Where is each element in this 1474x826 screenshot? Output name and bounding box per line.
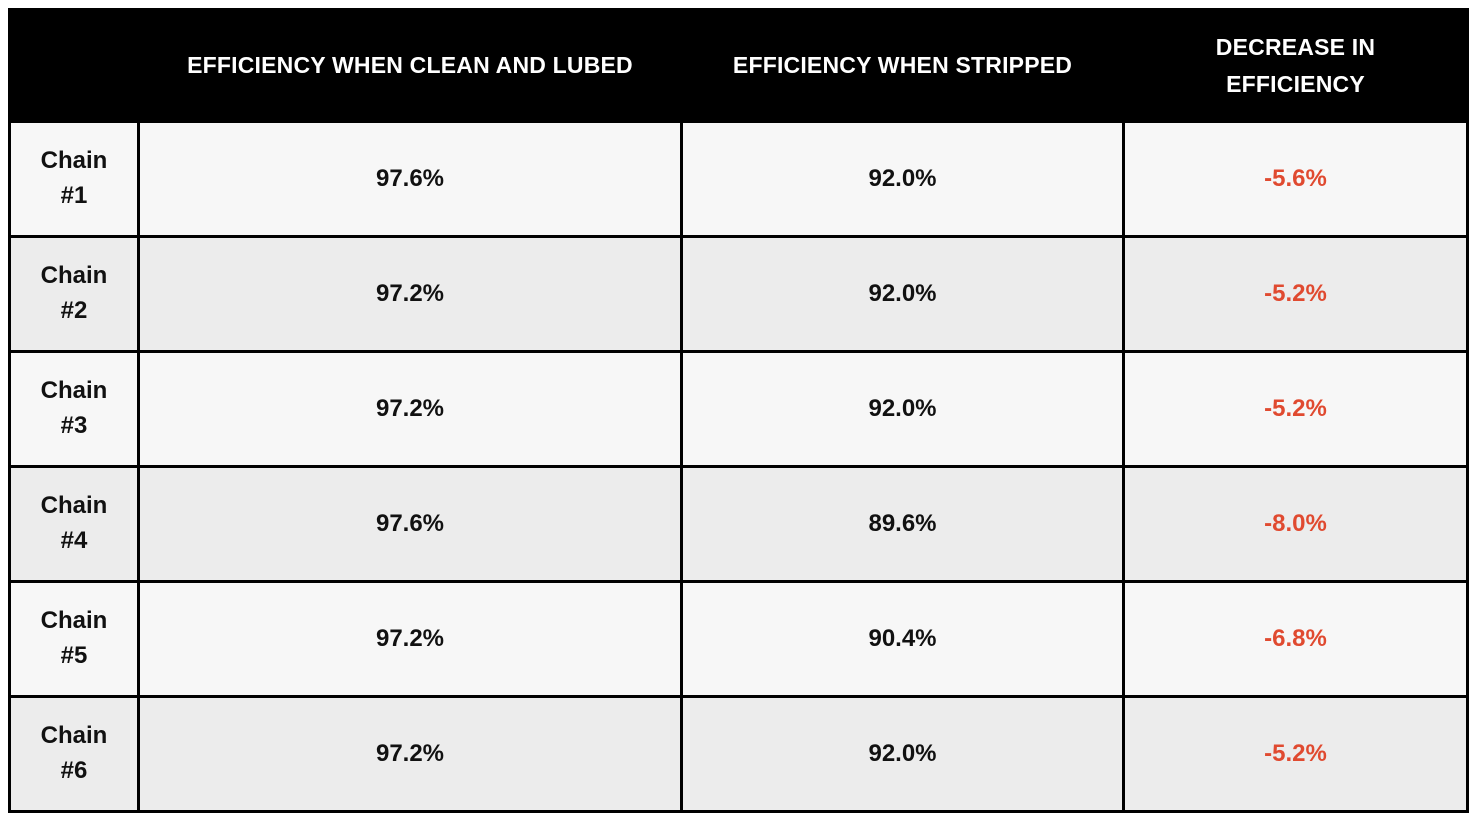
row-label: Chain #5 — [8, 580, 140, 698]
table-row-chain-1: Chain #1 97.6% 92.0% -5.6% — [8, 120, 1469, 238]
stripped-value: 92.0% — [680, 235, 1125, 353]
clean-lubed-value: 97.2% — [137, 580, 683, 698]
decrease-value: -5.6% — [1122, 120, 1469, 238]
clean-lubed-value: 97.2% — [137, 350, 683, 468]
column-header-clean-lubed: EFFICIENCY WHEN CLEAN AND LUBED — [137, 8, 683, 123]
row-label: Chain #6 — [8, 695, 140, 813]
clean-lubed-value: 97.6% — [137, 465, 683, 583]
table-row-chain-5: Chain #5 97.2% 90.4% -6.8% — [8, 580, 1469, 698]
efficiency-table: EFFICIENCY WHEN CLEAN AND LUBED EFFICIEN… — [8, 8, 1469, 813]
table-row-chain-4: Chain #4 97.6% 89.6% -8.0% — [8, 465, 1469, 583]
column-header-decrease: DECREASE IN EFFICIENCY — [1122, 8, 1469, 123]
column-header-stripped: EFFICIENCY WHEN STRIPPED — [680, 8, 1125, 123]
stripped-value: 90.4% — [680, 580, 1125, 698]
row-label: Chain #3 — [8, 350, 140, 468]
clean-lubed-value: 97.6% — [137, 120, 683, 238]
column-header-blank — [8, 8, 140, 123]
stripped-value: 92.0% — [680, 350, 1125, 468]
clean-lubed-value: 97.2% — [137, 695, 683, 813]
decrease-value: -5.2% — [1122, 235, 1469, 353]
decrease-value: -5.2% — [1122, 695, 1469, 813]
stripped-value: 92.0% — [680, 120, 1125, 238]
row-label: Chain #4 — [8, 465, 140, 583]
table-row-chain-2: Chain #2 97.2% 92.0% -5.2% — [8, 235, 1469, 353]
table-row-chain-3: Chain #3 97.2% 92.0% -5.2% — [8, 350, 1469, 468]
stripped-value: 89.6% — [680, 465, 1125, 583]
row-label: Chain #2 — [8, 235, 140, 353]
table-row-chain-6: Chain #6 97.2% 92.0% -5.2% — [8, 695, 1469, 813]
decrease-value: -8.0% — [1122, 465, 1469, 583]
clean-lubed-value: 97.2% — [137, 235, 683, 353]
header-row: EFFICIENCY WHEN CLEAN AND LUBED EFFICIEN… — [8, 8, 1469, 123]
row-label: Chain #1 — [8, 120, 140, 238]
stripped-value: 92.0% — [680, 695, 1125, 813]
decrease-value: -6.8% — [1122, 580, 1469, 698]
decrease-value: -5.2% — [1122, 350, 1469, 468]
